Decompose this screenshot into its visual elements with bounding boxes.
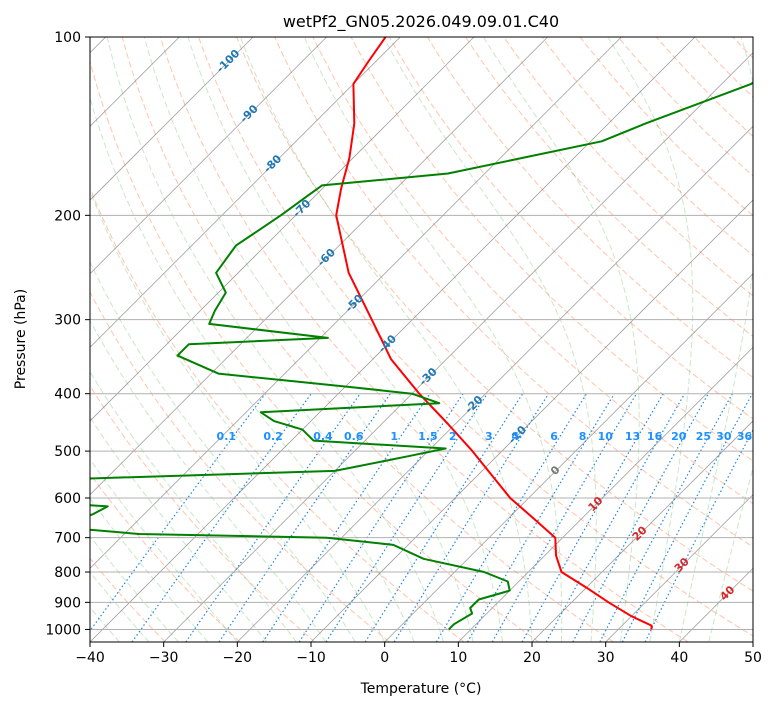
mixing-ratio-label: 0.1 [217, 430, 237, 443]
y-tick-label: 500 [54, 444, 81, 460]
x-tick-label: 0 [380, 650, 389, 666]
x-tick-label: 40 [670, 650, 688, 666]
mixing-ratio-label: 25 [696, 430, 711, 443]
x-tick-label: −20 [223, 650, 253, 666]
mixing-ratio-label: 6 [550, 430, 558, 443]
y-tick-label: 100 [54, 30, 81, 46]
mixing-ratio-label: 0.2 [263, 430, 283, 443]
y-tick-label: 1000 [45, 622, 81, 638]
x-axis-label: Temperature (°C) [360, 681, 482, 697]
y-tick-label: 600 [54, 491, 81, 507]
mixing-ratio-label: 0.6 [344, 430, 364, 443]
x-tick-label: 20 [523, 650, 541, 666]
mixing-ratio-label: 16 [647, 430, 663, 443]
x-tick-label: −30 [149, 650, 179, 666]
mixing-ratio-label: 3 [485, 430, 493, 443]
y-tick-label: 400 [54, 387, 81, 403]
mixing-ratio-label: 10 [598, 430, 614, 443]
x-tick-label: −40 [75, 650, 105, 666]
y-tick-label: 700 [54, 531, 81, 547]
mixing-ratio-label: 8 [579, 430, 587, 443]
mixing-ratio-label: 1.5 [418, 430, 438, 443]
y-axis-label: Pressure (hPa) [13, 289, 29, 389]
mixing-ratio-label: 30 [716, 430, 732, 443]
y-tick-label: 900 [54, 595, 81, 611]
mixing-ratio-label: 4 [512, 430, 520, 443]
x-tick-label: 30 [597, 650, 615, 666]
y-tick-label: 200 [54, 208, 81, 224]
x-tick-label: −10 [296, 650, 326, 666]
mixing-ratio-label: 0.4 [313, 430, 333, 443]
mixing-ratio-label: 2 [449, 430, 457, 443]
chart-title: wetPf2_GN05.2026.049.09.01.C40 [283, 12, 559, 32]
mixing-ratio-label: 13 [625, 430, 640, 443]
mixing-ratio-label: 20 [671, 430, 687, 443]
y-tick-label: 300 [54, 313, 81, 329]
x-tick-label: 50 [744, 650, 762, 666]
mixing-ratio-label: 36 [737, 430, 753, 443]
mixing-ratio-label: 1 [390, 430, 398, 443]
x-tick-label: 10 [449, 650, 467, 666]
y-tick-label: 800 [54, 565, 81, 581]
